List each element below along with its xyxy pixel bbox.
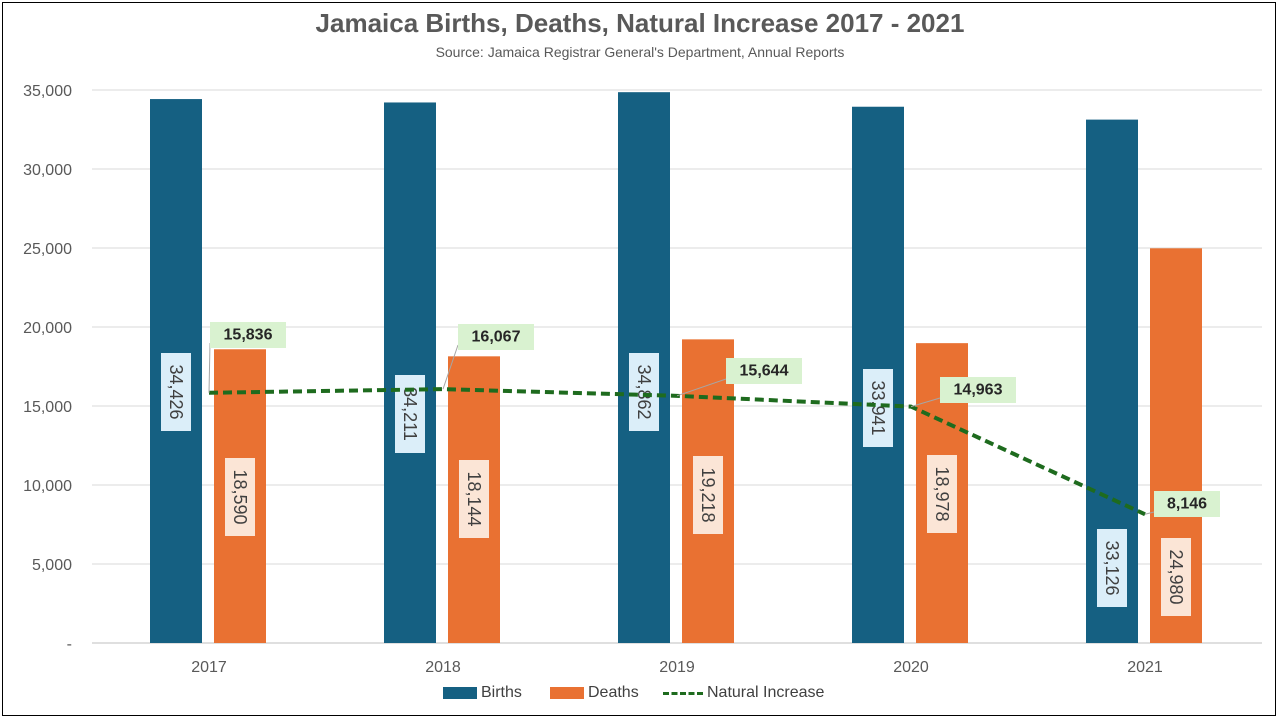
ni-data-label: 16,067	[472, 329, 521, 346]
legend-label-natural-increase: Natural Increase	[707, 684, 825, 701]
line-natural-increase	[208, 387, 1146, 517]
bar-label-deaths: 19,218	[698, 467, 718, 522]
bar-label-deaths: 24,980	[1166, 549, 1186, 604]
legend-label-deaths: Deaths	[588, 684, 639, 701]
x-tick-label: 2019	[659, 659, 695, 676]
legend-item-births: Births	[443, 682, 522, 704]
y-tick-label: 10,000	[23, 478, 72, 495]
legend-item-natural-increase: Natural Increase	[663, 682, 824, 704]
bar-label-births-box	[161, 353, 191, 431]
bar-label-births-box	[629, 353, 659, 431]
ni-label-box	[726, 358, 802, 384]
chart-legend: Births Deaths Natural Increase	[0, 682, 1280, 704]
bar-births	[384, 102, 436, 644]
ni-data-label: 15,836	[224, 327, 273, 344]
y-tick-label: 20,000	[23, 320, 72, 337]
ni-label-box	[940, 377, 1016, 403]
bar-label-deaths: 18,144	[464, 471, 484, 526]
bar-label-deaths: 18,978	[932, 466, 952, 521]
ni-data-label: 8,146	[1167, 496, 1207, 513]
ni-data-label: 15,644	[740, 363, 789, 380]
ni-leader-line	[910, 397, 941, 408]
bar-label-deaths-box	[459, 460, 489, 538]
bar-label-deaths: 18,590	[230, 469, 250, 524]
bar-label-deaths-box	[1161, 538, 1191, 616]
ni-label-box	[210, 322, 286, 348]
ni-leader-line	[442, 344, 459, 390]
y-tick-label: 5,000	[32, 557, 72, 574]
y-tick-label: 25,000	[23, 241, 72, 258]
legend-label-births: Births	[481, 684, 522, 701]
ni-data-label: 14,963	[954, 382, 1003, 399]
ni-leader-line	[208, 342, 211, 393]
x-tick-label: 2017	[191, 659, 227, 676]
y-tick-label: -	[67, 636, 72, 653]
y-tick-label: 15,000	[23, 399, 72, 416]
bar-label-births: 34,426	[166, 364, 186, 419]
bar-label-births: 34,862	[634, 364, 654, 419]
bar-label-deaths-box	[693, 456, 723, 534]
ni-leader-line	[1144, 511, 1155, 515]
y-tick-label: 35,000	[23, 83, 72, 100]
x-tick-label: 2021	[1127, 659, 1163, 676]
legend-item-deaths: Deaths	[550, 682, 639, 704]
ni-label-box	[458, 324, 534, 350]
bar-label-births: 34,211	[400, 387, 420, 441]
bar-label-births: 33,126	[1102, 540, 1122, 595]
legend-swatch-births	[443, 687, 477, 699]
bar-label-deaths-box	[225, 458, 255, 536]
bar-label-births: 33,941	[868, 380, 888, 435]
legend-swatch-natural-increase	[663, 691, 703, 695]
chart-title: Jamaica Births, Deaths, Natural Increase…	[315, 8, 965, 38]
x-tick-label: 2020	[893, 659, 929, 676]
ni-label-box	[1154, 491, 1220, 517]
chart-subtitle: Source: Jamaica Registrar General's Depa…	[435, 44, 845, 60]
x-tick-label: 2018	[425, 659, 461, 676]
ni-leader-line	[676, 378, 727, 397]
bar-label-deaths-box	[927, 455, 957, 533]
y-tick-label: 30,000	[23, 162, 72, 179]
legend-swatch-deaths	[550, 687, 584, 699]
bar-label-births-box	[863, 369, 893, 447]
bar-label-births-box	[1097, 529, 1127, 607]
